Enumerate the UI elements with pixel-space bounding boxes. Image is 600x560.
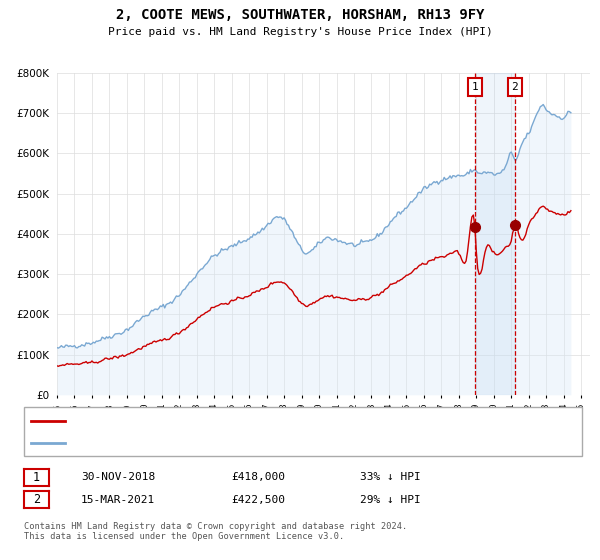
Text: 29% ↓ HPI: 29% ↓ HPI <box>360 494 421 505</box>
Text: 2: 2 <box>511 82 518 92</box>
Text: 1: 1 <box>33 470 40 484</box>
Text: Contains HM Land Registry data © Crown copyright and database right 2024.
This d: Contains HM Land Registry data © Crown c… <box>24 522 407 542</box>
Text: HPI: Average price, detached house, Horsham: HPI: Average price, detached house, Hors… <box>71 437 323 447</box>
Text: 2, COOTE MEWS, SOUTHWATER, HORSHAM, RH13 9FY (detached house): 2, COOTE MEWS, SOUTHWATER, HORSHAM, RH13… <box>71 416 429 426</box>
Text: 1: 1 <box>472 82 478 92</box>
Text: 30-NOV-2018: 30-NOV-2018 <box>81 472 155 482</box>
Text: Price paid vs. HM Land Registry's House Price Index (HPI): Price paid vs. HM Land Registry's House … <box>107 27 493 37</box>
Text: 2, COOTE MEWS, SOUTHWATER, HORSHAM, RH13 9FY: 2, COOTE MEWS, SOUTHWATER, HORSHAM, RH13… <box>116 8 484 22</box>
Text: £418,000: £418,000 <box>231 472 285 482</box>
Text: 15-MAR-2021: 15-MAR-2021 <box>81 494 155 505</box>
Text: 2: 2 <box>33 493 40 506</box>
Bar <box>475 73 515 395</box>
Text: £422,500: £422,500 <box>231 494 285 505</box>
Text: 33% ↓ HPI: 33% ↓ HPI <box>360 472 421 482</box>
